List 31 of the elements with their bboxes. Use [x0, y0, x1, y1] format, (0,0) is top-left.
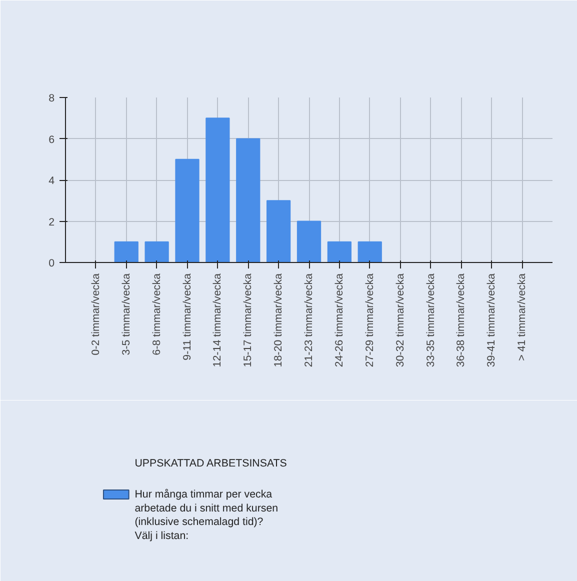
bar	[327, 241, 352, 262]
x-tick-label: 39-41 timmar/vecka	[486, 273, 498, 368]
x-tick-label: 12-14 timmar/vecka	[212, 273, 224, 368]
bar	[296, 220, 322, 262]
bar	[144, 241, 169, 262]
x-tick-label: 0-2 timmar/vecka	[90, 273, 102, 356]
bar	[114, 241, 138, 262]
x-tick-label: 24-26 timmar/vecka	[333, 273, 346, 368]
bar	[358, 241, 382, 262]
bar	[206, 118, 230, 262]
x-tick-label: 3-5 timmar/vecka	[120, 273, 132, 356]
x-tick-label: 30-32 timmar/vecka	[394, 273, 406, 368]
y-tick-label: 6	[48, 134, 55, 146]
x-tick-label: 6-8 timmar/vecka	[150, 273, 163, 356]
x-tick-label: 9-11 timmar/vecka	[181, 273, 194, 360]
y-tick-label: 2	[48, 216, 55, 228]
bar	[266, 200, 291, 262]
x-tick-label: 15-17 timmar/vecka	[242, 273, 254, 368]
x-tick-label: 36-38 timmar/vecka	[455, 273, 468, 368]
y-tick-label: 4	[48, 175, 55, 187]
x-tick-label: 21-23 timmar/vecka	[303, 273, 315, 368]
bar	[175, 158, 200, 262]
x-tick-label: 33-35 timmar/vecka	[424, 273, 437, 368]
x-tick-label: > 41 timmar/vecka	[516, 273, 528, 361]
x-tick-label: 27-29 timmar/vecka	[364, 273, 376, 368]
legend-label: Hur många timmar per vecka arbetade du i snitt med kursen (inklusive schemalagd tid)? Välj i listan:	[134, 488, 278, 542]
bar	[236, 138, 260, 262]
x-tick-label: 18-20 timmar/vecka	[272, 273, 285, 368]
y-tick-label: 8	[48, 92, 55, 104]
legend-title: UPPSKATTAD ARBETSINSATS	[134, 458, 287, 470]
y-tick-label: 0	[48, 258, 55, 270]
